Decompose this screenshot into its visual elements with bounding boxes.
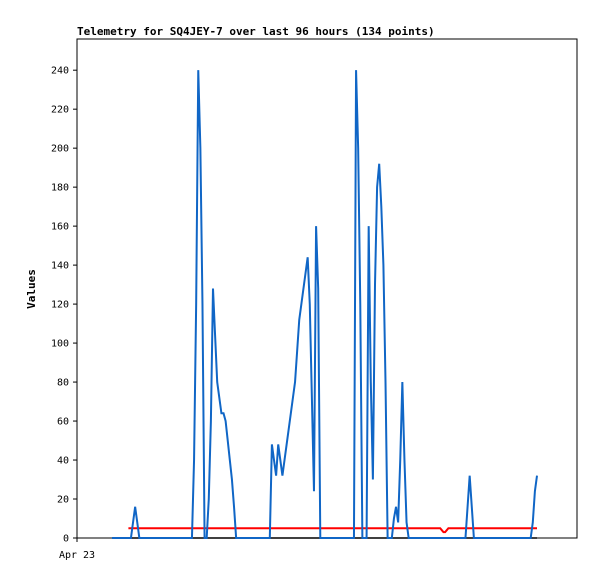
- y-axis-ticks: 0 20 40 60 80 100 120 140 160 180 200 220 240: [51, 66, 77, 545]
- chart-title: Telemetry for SQ4JEY-7 over last 96 hour…: [77, 25, 435, 38]
- series-line-0: [112, 70, 538, 539]
- y-tick-label: 200: [51, 144, 69, 155]
- y-tick-label: 220: [51, 105, 69, 116]
- y-tick-label: 60: [57, 417, 69, 428]
- y-tick-label: 80: [57, 378, 69, 389]
- y-tick-label: 180: [51, 183, 69, 194]
- series-layer: [112, 70, 538, 539]
- y-tick-label: 160: [51, 222, 69, 233]
- y-tick-label: 240: [51, 66, 69, 77]
- y-axis-label: Values: [25, 269, 38, 309]
- series-line-1: [128, 527, 537, 534]
- y-tick-label: 0: [63, 534, 69, 545]
- y-tick-label: 20: [57, 495, 69, 506]
- y-tick-label: 120: [51, 300, 69, 311]
- y-tick-label: 100: [51, 339, 69, 350]
- y-tick-label: 40: [57, 456, 69, 467]
- x-tick-label: Apr 23: [59, 550, 95, 561]
- x-axis-ticks: Apr 23: [59, 538, 95, 561]
- y-tick-label: 140: [51, 261, 69, 272]
